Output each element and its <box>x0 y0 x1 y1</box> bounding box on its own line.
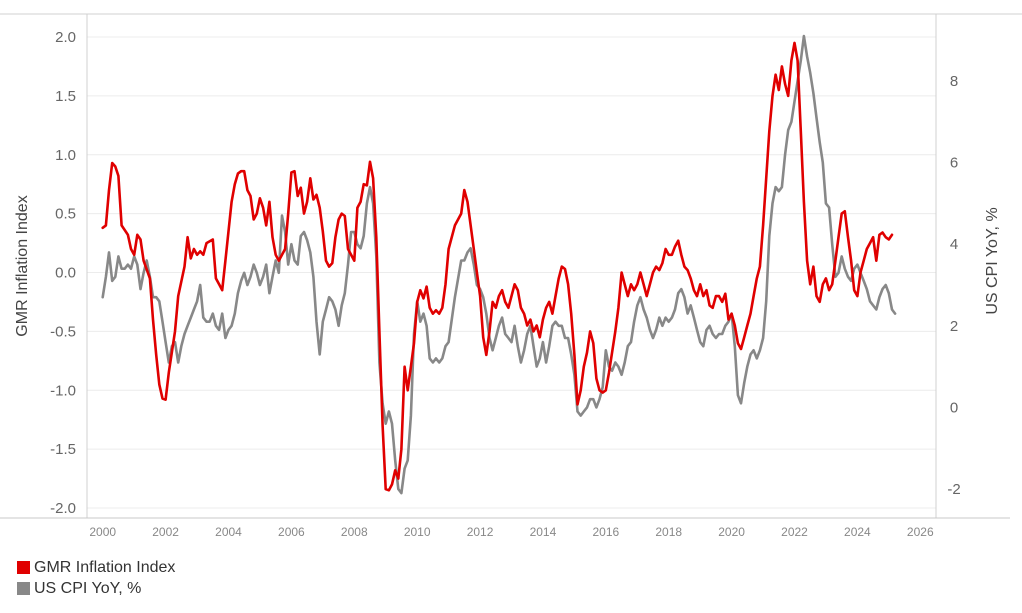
left-y-tick: -0.5 <box>50 323 76 340</box>
left-y-tick: 2.0 <box>55 29 76 46</box>
legend-item-gmr: GMR Inflation Index <box>17 557 175 578</box>
left-y-tick: 1.5 <box>55 88 76 105</box>
x-tick: 2004 <box>215 525 242 539</box>
x-tick: 2000 <box>89 525 116 539</box>
x-tick: 2018 <box>655 525 682 539</box>
right-y-tick: 4 <box>950 236 958 253</box>
left-y-tick: -2.0 <box>50 500 76 517</box>
series-line-gmr <box>101 41 894 492</box>
right-y-tick: 6 <box>950 155 958 172</box>
legend-swatch-gmr <box>17 561 30 574</box>
x-tick: 2012 <box>467 525 494 539</box>
x-tick: 2006 <box>278 525 305 539</box>
right-y-tick: 2 <box>950 318 958 335</box>
series-line-cpi <box>101 34 897 495</box>
left-y-axis-label: GMR Inflation Index <box>14 195 31 336</box>
legend: GMR Inflation Index US CPI YoY, % <box>17 557 175 599</box>
x-tick: 2002 <box>152 525 179 539</box>
right-y-tick: -2 <box>947 481 960 498</box>
x-tick: 2016 <box>592 525 619 539</box>
x-tick: 2014 <box>530 525 557 539</box>
x-tick: 2008 <box>341 525 368 539</box>
plot-frame <box>0 13 1022 519</box>
left-y-tick: -1.0 <box>50 382 76 399</box>
legend-label-cpi: US CPI YoY, % <box>34 579 142 597</box>
left-y-tick: -1.5 <box>50 441 76 458</box>
x-tick: 2024 <box>844 525 871 539</box>
legend-swatch-cpi <box>17 582 30 595</box>
left-y-tick: 1.0 <box>55 147 76 164</box>
left-y-tick: 0.5 <box>55 206 76 223</box>
x-tick: 2020 <box>718 525 745 539</box>
x-tick: 2022 <box>781 525 808 539</box>
right-y-axis-ticks: 8 6 4 2 0 -2 <box>947 73 960 498</box>
x-tick: 2010 <box>404 525 431 539</box>
chart-area: 2.0 1.5 1.0 0.5 0.0 -0.5 -1.0 -1.5 -2.0 8 6 4 2 0 -2 … <box>0 13 1022 539</box>
x-axis-ticks: 2000 2002 2004 2006 2008 2010 2012 2014 2016 2018… <box>89 525 934 539</box>
series-lines <box>101 34 897 495</box>
left-y-tick: 0.0 <box>55 265 76 282</box>
right-y-tick: 8 <box>950 73 958 90</box>
x-tick: 2026 <box>907 525 934 539</box>
legend-item-cpi: US CPI YoY, % <box>17 578 175 599</box>
legend-label-gmr: GMR Inflation Index <box>34 558 176 576</box>
line-chart: 2.01.51.00.50.0-0.5-1.0-1.5-2.0 86420-2 … <box>0 13 1022 539</box>
right-y-axis-label: US CPI YoY, % <box>984 207 1001 314</box>
right-y-tick: 0 <box>950 399 958 416</box>
left-y-axis-ticks: 2.0 1.5 1.0 0.5 0.0 -0.5 -1.0 -1.5 -2.0 <box>50 29 76 517</box>
